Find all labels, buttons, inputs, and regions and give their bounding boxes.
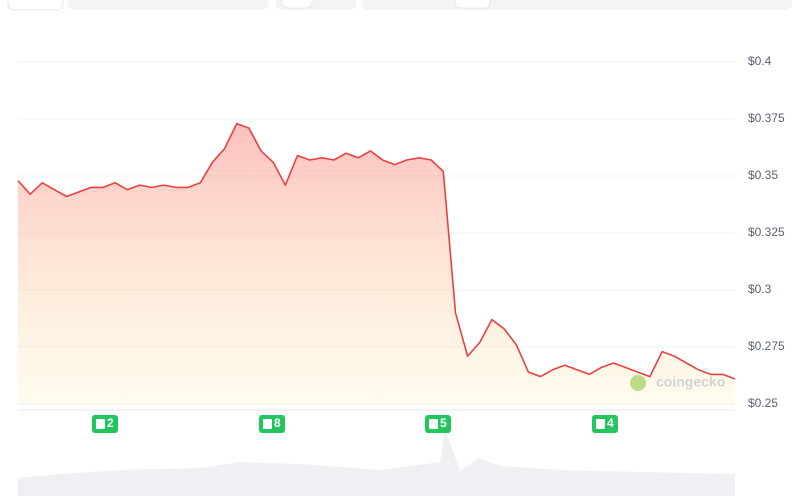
line [17,122,736,380]
event-count: 4 [607,416,614,430]
y-tick-label: $0.25 [748,396,778,410]
event-icon [429,419,438,429]
event-icon [596,419,605,429]
volume-area [18,430,735,496]
event-count: 2 [107,416,114,430]
area [18,123,735,404]
watermark-logo [630,375,646,391]
event-badge: 4 [592,415,618,433]
y-tick-label: $0.325 [748,225,785,239]
y-tick-label: $0.275 [748,339,785,353]
y-tick-label: $0.4 [748,54,772,68]
y-tick-label: $0.35 [748,168,778,182]
watermark: coingecko [656,374,725,390]
plot-area: $0.25 $0.275 $0.3 $0.325 $0.35 $0.375 $0.4 [17,54,785,411]
event-count: 8 [274,416,281,430]
event-badge: 5 [425,415,451,433]
event-badge: 2 [92,415,118,433]
event-icon [263,419,272,429]
y-tick-label: $0.375 [748,111,785,125]
event-badge: 8 [259,415,285,433]
event-count: 5 [440,416,447,430]
toolbar [7,0,792,11]
event-icon [96,419,105,429]
y-tick-label: $0.3 [748,282,772,296]
